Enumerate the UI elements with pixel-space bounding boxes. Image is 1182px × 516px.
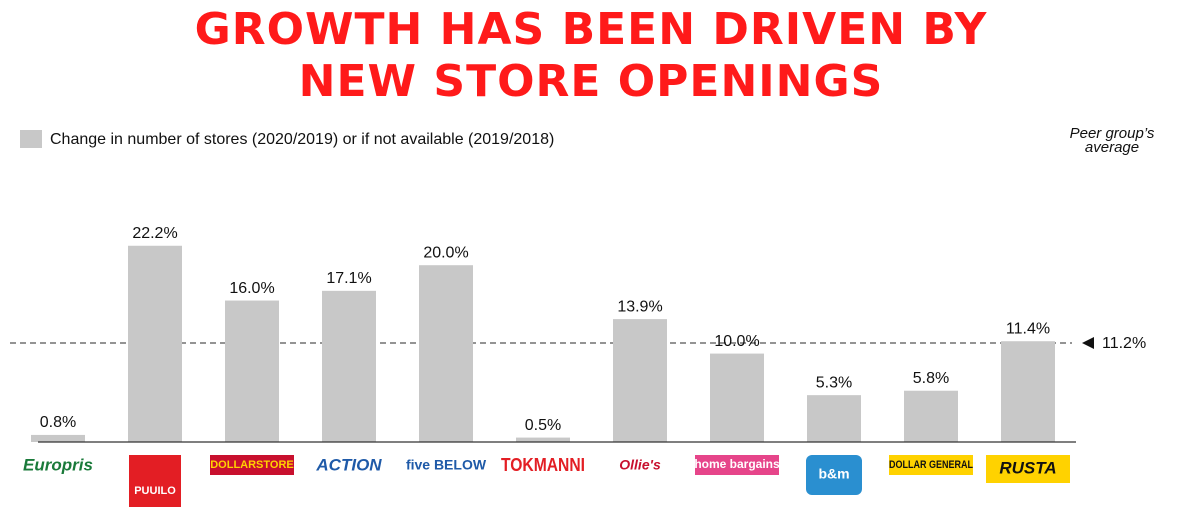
x-tick-label: Europris [23,455,93,474]
value-label: 5.8% [913,370,949,387]
reference-label: 11.2% [1102,335,1146,352]
reference-marker [1082,336,1094,349]
title: GROWTH HAS BEEN DRIVEN BY NEW STORE OPENI… [0,4,1182,108]
x-tick-label: ACTION [315,455,382,474]
reference-name: Peer group’s average [1069,125,1155,156]
x-tick-label: five BELOW [406,457,487,473]
bar [516,437,570,442]
value-label: 11.4% [1006,320,1050,337]
value-label: 16.0% [229,280,274,297]
logo-bg [986,455,1070,483]
value-label: 5.3% [816,374,852,391]
bar [904,390,958,442]
bar [31,434,85,442]
legend-label: Change in number of stores (2020/2019) o… [50,131,554,148]
value-label: 17.1% [326,270,371,287]
x-tick-label: RUSTA [999,458,1056,477]
bar [322,290,376,442]
bar [1001,341,1055,442]
title-line: NEW STORE OPENINGS [298,56,884,107]
title-line: GROWTH HAS BEEN DRIVEN BY [194,4,988,55]
x-tick-label: b&m [818,466,849,482]
value-label: 10.0% [714,333,759,350]
bar [807,395,861,442]
value-label: 13.9% [617,298,662,315]
x-tick-label: home bargains [694,457,780,471]
bar [225,300,279,442]
x-tick-label: Ollie's [619,457,661,473]
value-label: 22.2% [132,225,177,242]
x-tick-label: PUUILO [134,485,176,497]
x-tick-label: DOLLARSTORE [210,459,294,471]
logo-bg [129,455,181,507]
bar [128,245,182,442]
logo-bg [695,455,779,475]
bar [710,353,764,442]
bar [419,265,473,442]
x-tick-label: TOKMANNI [501,455,585,475]
x-tick-label: DOLLAR GENERAL [889,459,973,471]
logo-bg [806,455,862,495]
legend-swatch [20,130,42,148]
value-label: 0.5% [525,417,561,434]
logo-bg [210,455,294,475]
bar [613,319,667,442]
value-label: 20.0% [423,244,468,261]
value-label: 0.8% [40,414,76,431]
logo-bg [889,455,973,475]
